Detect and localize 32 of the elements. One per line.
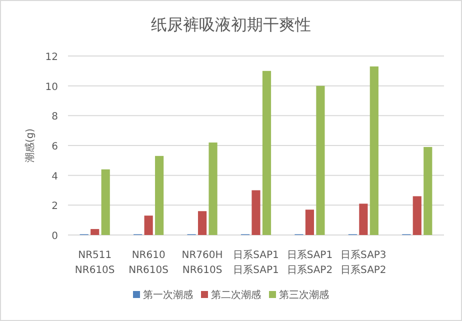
bar	[198, 211, 207, 235]
x-tick-label: NR610 NR610S	[128, 250, 169, 276]
y-tick-label: 4	[52, 171, 58, 182]
y-tick-label: 0	[52, 231, 58, 242]
bar	[424, 146, 432, 235]
x-tick-label: NR511 NR610S	[74, 250, 115, 276]
bar	[305, 210, 314, 235]
bar	[90, 229, 100, 235]
y-tick-label: 10	[45, 82, 58, 93]
y-tick-label: 2	[52, 201, 58, 212]
x-tick-label: 日系SAP3 日系SAP2	[340, 249, 386, 276]
x-tick-label: 日系SAP1 日系SAP2	[286, 249, 333, 276]
y-tick-label: 12	[45, 52, 58, 63]
bar	[370, 66, 378, 235]
bar	[208, 142, 218, 235]
chart-title: 纸尿裤吸液初期干爽性	[151, 15, 311, 34]
legend-label: 第二次潮感	[211, 289, 261, 301]
bar	[101, 169, 110, 235]
bar	[316, 86, 325, 235]
bar	[144, 216, 153, 235]
x-tick-label: 日系SAP1 日系SAP1	[233, 249, 279, 276]
legend-label: 第三次潮感	[279, 289, 329, 301]
bar	[412, 196, 422, 235]
y-tick-label: 8	[52, 112, 58, 123]
bar	[252, 190, 260, 235]
y-tick-label: 6	[52, 142, 58, 152]
bar	[262, 70, 272, 235]
bar	[359, 204, 368, 235]
legend-label: 第一次潮感	[143, 289, 193, 301]
y-axis-title: 潮感(g)	[24, 128, 36, 163]
x-tick-label: NR760H NR610S	[182, 250, 223, 276]
bar	[155, 156, 164, 235]
